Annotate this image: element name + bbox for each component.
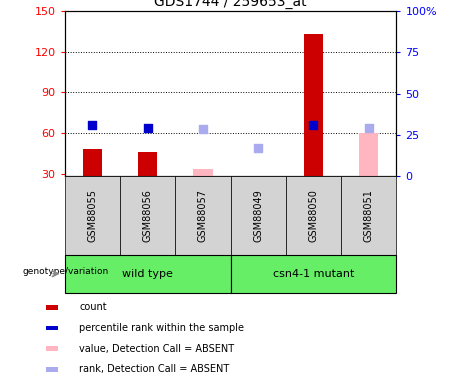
Point bbox=[310, 122, 317, 128]
Bar bbox=[341, 176, 396, 255]
Text: GSM88056: GSM88056 bbox=[142, 189, 153, 242]
Bar bbox=[120, 176, 175, 255]
Bar bbox=[286, 176, 341, 255]
Bar bbox=[65, 176, 120, 255]
Bar bbox=[46, 326, 58, 330]
Text: csn4-1 mutant: csn4-1 mutant bbox=[273, 269, 354, 279]
Text: genotype/variation: genotype/variation bbox=[23, 267, 109, 276]
Point bbox=[199, 126, 207, 132]
Bar bbox=[83, 149, 102, 176]
Text: percentile rank within the sample: percentile rank within the sample bbox=[79, 323, 244, 333]
Bar bbox=[65, 255, 230, 292]
Bar bbox=[46, 346, 58, 351]
Text: GSM88050: GSM88050 bbox=[308, 189, 319, 242]
Bar bbox=[230, 176, 286, 255]
Point bbox=[144, 124, 151, 130]
Text: count: count bbox=[79, 302, 107, 312]
Point bbox=[365, 124, 372, 130]
Text: GSM88057: GSM88057 bbox=[198, 189, 208, 242]
Bar bbox=[193, 170, 213, 176]
Bar bbox=[46, 305, 58, 310]
Text: value, Detection Call = ABSENT: value, Detection Call = ABSENT bbox=[79, 344, 234, 354]
Title: GDS1744 / 259653_at: GDS1744 / 259653_at bbox=[154, 0, 307, 9]
Text: GSM88055: GSM88055 bbox=[87, 189, 97, 242]
Text: GSM88049: GSM88049 bbox=[253, 189, 263, 242]
Bar bbox=[230, 255, 396, 292]
Bar bbox=[175, 176, 230, 255]
Point bbox=[254, 145, 262, 151]
Text: rank, Detection Call = ABSENT: rank, Detection Call = ABSENT bbox=[79, 364, 230, 374]
Text: wild type: wild type bbox=[122, 269, 173, 279]
Bar bbox=[138, 152, 157, 176]
Point bbox=[89, 122, 96, 128]
Bar bbox=[248, 176, 268, 178]
Bar bbox=[359, 133, 378, 176]
Bar bbox=[304, 34, 323, 176]
Bar bbox=[46, 367, 58, 372]
Text: GSM88051: GSM88051 bbox=[364, 189, 374, 242]
